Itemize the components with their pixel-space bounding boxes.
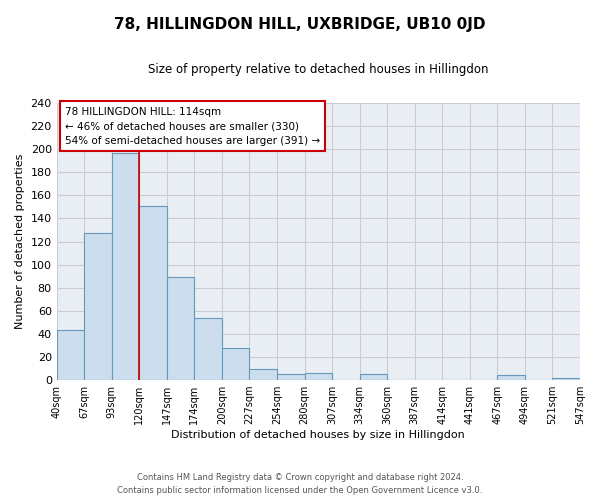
Y-axis label: Number of detached properties: Number of detached properties <box>15 154 25 330</box>
Text: 78, HILLINGDON HILL, UXBRIDGE, UB10 0JD: 78, HILLINGDON HILL, UXBRIDGE, UB10 0JD <box>114 18 486 32</box>
X-axis label: Distribution of detached houses by size in Hillingdon: Distribution of detached houses by size … <box>172 430 465 440</box>
Bar <box>250 368 277 380</box>
Bar <box>194 318 222 380</box>
Bar <box>112 152 139 380</box>
Text: Contains HM Land Registry data © Crown copyright and database right 2024.
Contai: Contains HM Land Registry data © Crown c… <box>118 474 482 495</box>
Bar <box>56 330 84 380</box>
Bar <box>139 206 167 380</box>
Bar <box>167 278 194 380</box>
Bar <box>222 348 250 380</box>
Text: 78 HILLINGDON HILL: 114sqm
← 46% of detached houses are smaller (330)
54% of sem: 78 HILLINGDON HILL: 114sqm ← 46% of deta… <box>65 106 320 146</box>
Bar <box>84 234 112 380</box>
Title: Size of property relative to detached houses in Hillingdon: Size of property relative to detached ho… <box>148 62 488 76</box>
Bar <box>359 374 387 380</box>
Bar <box>553 378 580 380</box>
Bar <box>305 373 332 380</box>
Bar <box>497 376 525 380</box>
Bar <box>277 374 305 380</box>
